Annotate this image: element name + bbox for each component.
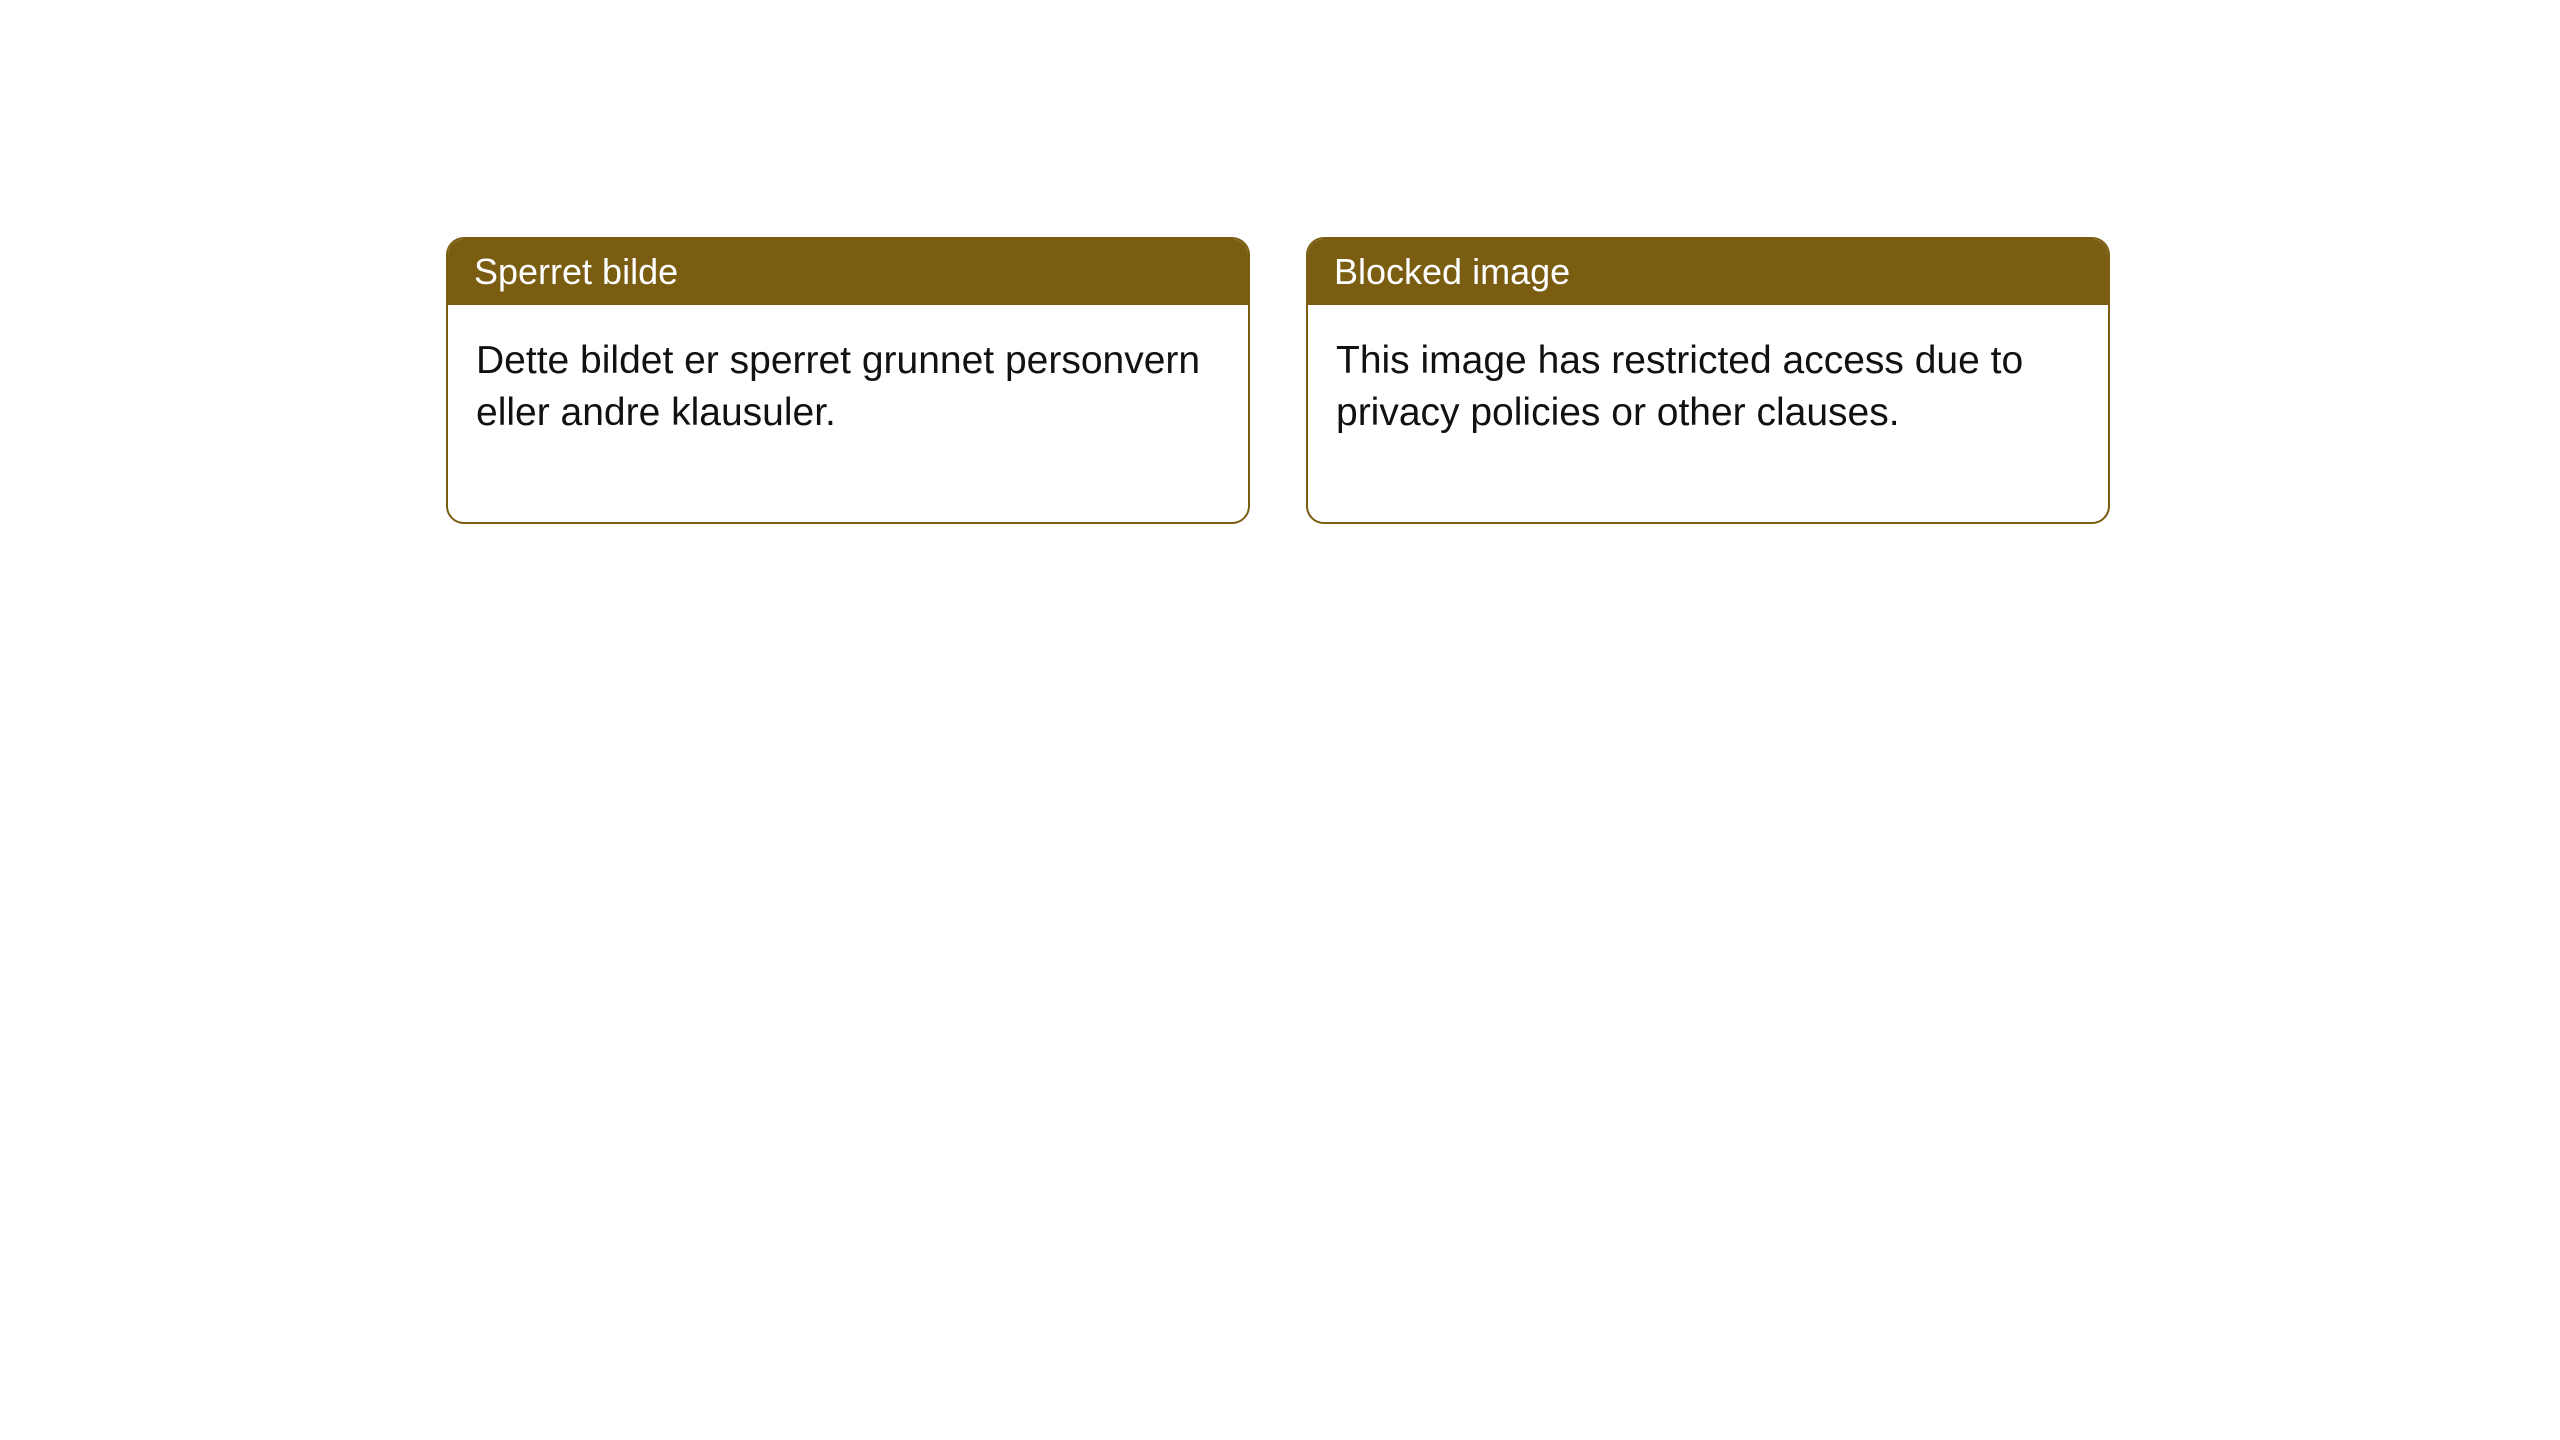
card-header: Blocked image xyxy=(1308,239,2108,305)
card-title: Blocked image xyxy=(1334,251,1570,292)
card-body-text: This image has restricted access due to … xyxy=(1336,339,2023,434)
card-body: This image has restricted access due to … xyxy=(1308,305,2108,522)
card-header: Sperret bilde xyxy=(448,239,1248,305)
notice-container: Sperret bilde Dette bildet er sperret gr… xyxy=(446,237,2110,524)
notice-card-english: Blocked image This image has restricted … xyxy=(1306,237,2110,524)
card-title: Sperret bilde xyxy=(474,251,678,292)
notice-card-norwegian: Sperret bilde Dette bildet er sperret gr… xyxy=(446,237,1250,524)
card-body: Dette bildet er sperret grunnet personve… xyxy=(448,305,1248,522)
card-body-text: Dette bildet er sperret grunnet personve… xyxy=(476,339,1200,434)
